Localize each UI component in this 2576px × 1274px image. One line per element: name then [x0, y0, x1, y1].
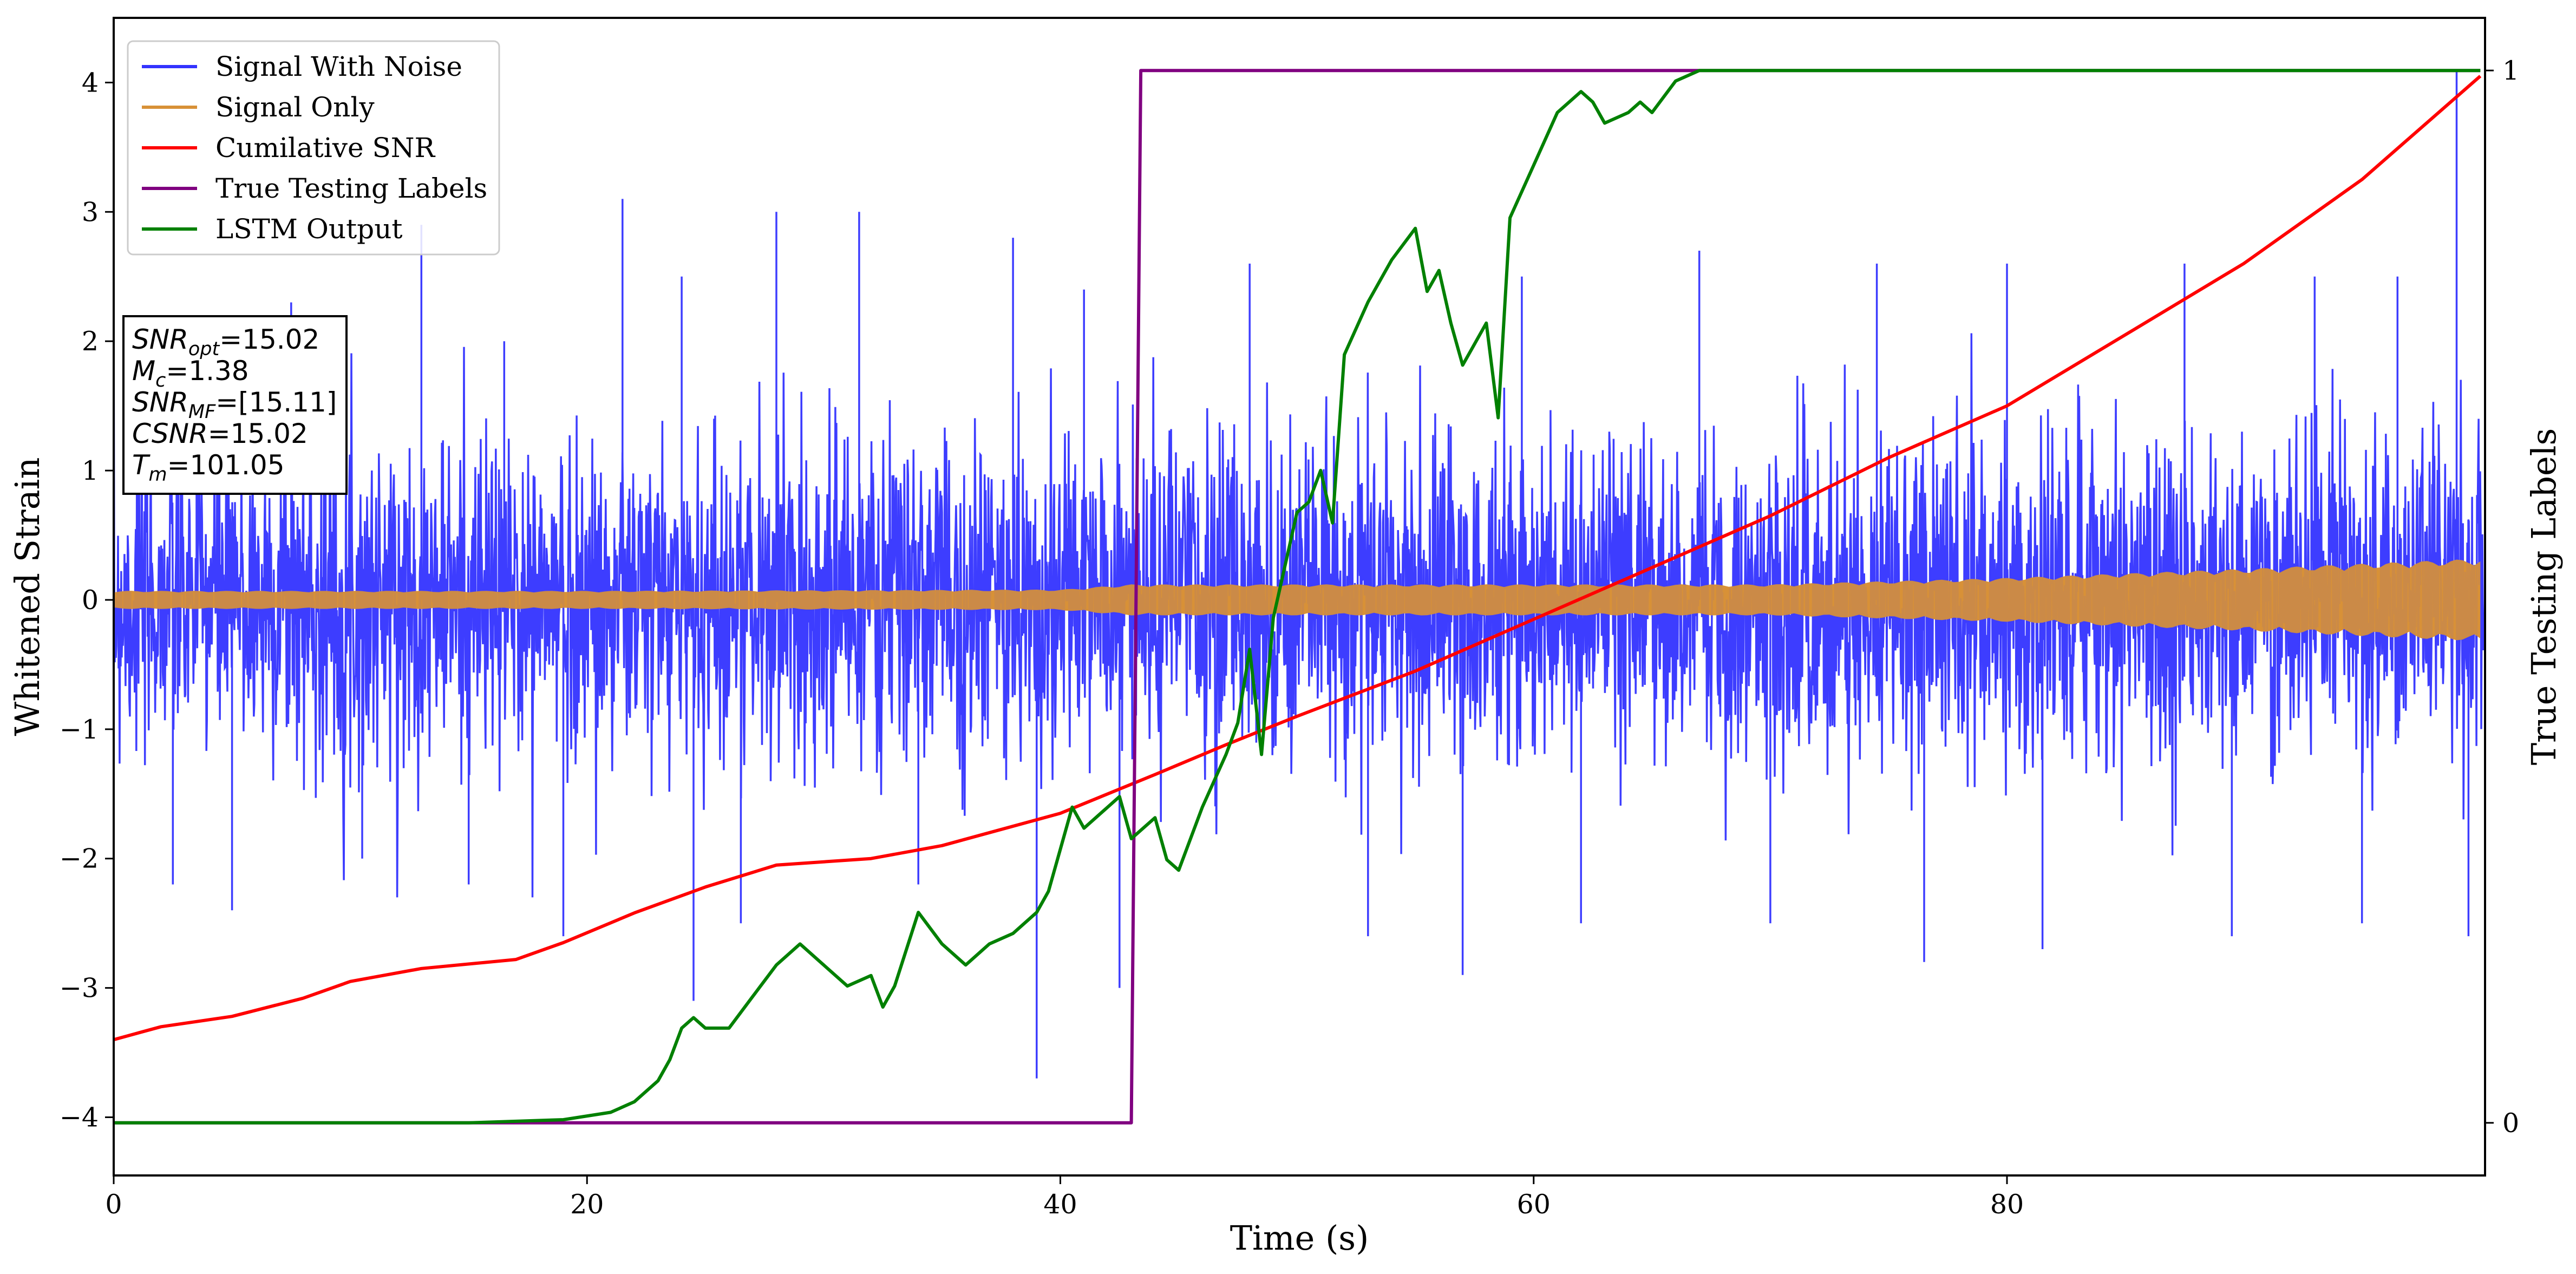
info-box: SNRopt=15.02Mc=1.38SNRMF=[15.11]CSNR=15.… [122, 315, 348, 495]
line-series-group [114, 69, 2482, 1125]
x-tick-label: 40 [1043, 1189, 1077, 1220]
y-tick-label: −4 [60, 1102, 99, 1133]
y-tick-label: 3 [82, 197, 99, 227]
y-tick-label: −3 [60, 973, 99, 1004]
x-tick-label: 60 [1517, 1189, 1551, 1220]
series-lstm-output [114, 69, 2481, 1125]
info-line: Mc=1.38 [132, 355, 249, 391]
legend-label: LSTM Output [215, 213, 402, 245]
series-signal-with-noise [114, 69, 2485, 1079]
signal-with-noise-group [114, 69, 2485, 1079]
plot-frame [113, 17, 2486, 1177]
y2-tick-label: 0 [2502, 1108, 2519, 1139]
y-axis-label: Whitened Strain [8, 458, 47, 736]
info-line: SNRMF=[15.11] [132, 387, 337, 423]
x-tick-label: 80 [1990, 1189, 2024, 1220]
y-tick-label: 0 [82, 585, 99, 616]
y-tick-label: 2 [82, 326, 99, 357]
info-line: CSNR=15.02 [132, 418, 308, 449]
info-box-frame [122, 315, 348, 495]
y-tick-label: 1 [82, 455, 99, 486]
y-tick-label: −2 [60, 844, 99, 874]
legend-label: Cumilative SNR [215, 132, 435, 164]
legend-frame [127, 40, 500, 256]
legend: Signal With Noise Signal Only Cumilative S… [127, 40, 500, 256]
series-cumilative-snr [114, 75, 2482, 1042]
legend-label: Signal Only [215, 92, 375, 123]
y2-axis-label: True Testing Labels [2524, 428, 2564, 766]
info-line: Tm=101.05 [132, 449, 285, 486]
legend-label: True Testing Labels [215, 173, 487, 204]
y2-tick-label: 1 [2502, 55, 2519, 86]
series-signal-only-overlay [114, 559, 2481, 641]
y-tick-label: −1 [60, 714, 99, 745]
x-axis-label: Time (s) [1230, 1218, 1369, 1258]
info-line: SNRopt=15.02 [132, 324, 319, 360]
x-tick-label: 0 [105, 1189, 122, 1220]
y-tick-label: 4 [82, 67, 99, 98]
x-tick-label: 20 [570, 1189, 604, 1220]
legend-label: Signal With Noise [215, 51, 462, 82]
